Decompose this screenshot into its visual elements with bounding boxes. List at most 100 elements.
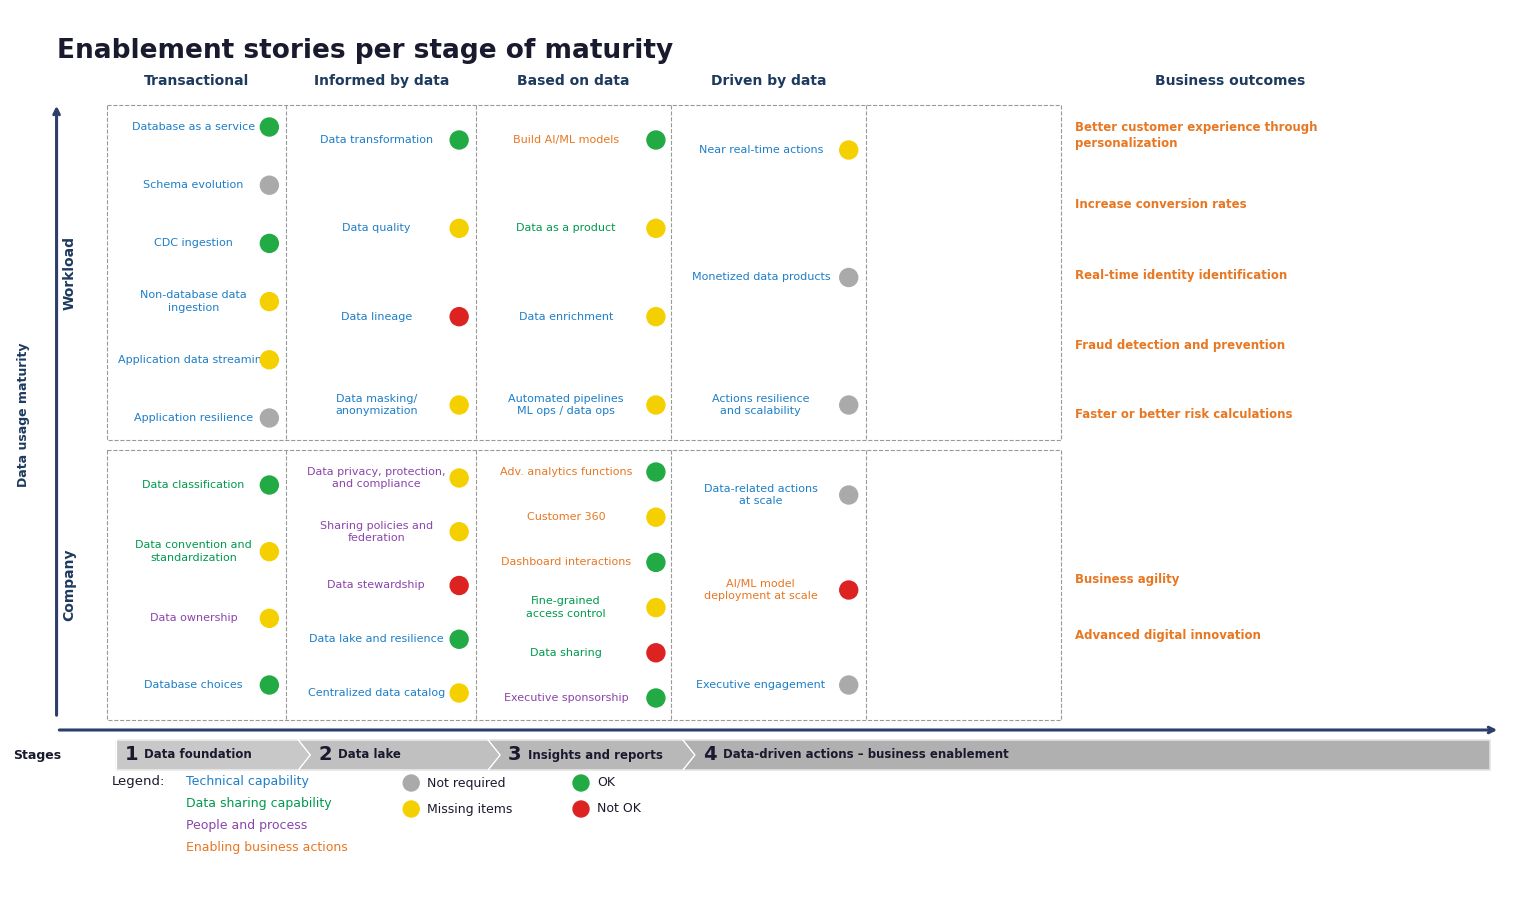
Circle shape <box>260 351 278 369</box>
Text: Real-time identity identification: Real-time identity identification <box>1075 269 1287 281</box>
Circle shape <box>647 396 665 414</box>
Text: Not OK: Not OK <box>598 803 641 815</box>
Circle shape <box>840 396 857 414</box>
Text: Data lake and resilience: Data lake and resilience <box>309 634 444 644</box>
Text: Enabling business actions: Enabling business actions <box>186 841 349 854</box>
Text: Data masking/
anonymization: Data masking/ anonymization <box>335 394 418 416</box>
Circle shape <box>260 476 278 494</box>
Text: Enablement stories per stage of maturity: Enablement stories per stage of maturity <box>57 38 673 64</box>
Polygon shape <box>488 740 694 770</box>
Text: Data transformation: Data transformation <box>319 135 433 145</box>
Circle shape <box>260 293 278 311</box>
Text: Automated pipelines
ML ops / data ops: Automated pipelines ML ops / data ops <box>508 394 624 416</box>
Circle shape <box>840 676 857 694</box>
Text: Dashboard interactions: Dashboard interactions <box>501 558 631 568</box>
Text: OK: OK <box>598 777 614 789</box>
Text: Business outcomes: Business outcomes <box>1155 74 1306 88</box>
Circle shape <box>450 219 468 237</box>
Text: Technical capability: Technical capability <box>186 775 309 788</box>
Circle shape <box>260 176 278 194</box>
Text: Workload: Workload <box>63 235 77 310</box>
Circle shape <box>647 308 665 326</box>
Circle shape <box>450 396 468 414</box>
Circle shape <box>450 308 468 326</box>
Bar <box>106 105 1060 440</box>
Circle shape <box>647 689 665 707</box>
Text: Actions resilience
and scalability: Actions resilience and scalability <box>713 394 809 416</box>
Text: Customer 360: Customer 360 <box>527 512 605 523</box>
Circle shape <box>450 469 468 487</box>
Text: Based on data: Based on data <box>518 74 630 88</box>
Text: Data sharing: Data sharing <box>530 647 602 658</box>
Text: Data usage maturity: Data usage maturity <box>17 343 31 488</box>
Text: Schema evolution: Schema evolution <box>143 180 244 190</box>
Text: Data lake: Data lake <box>338 749 401 762</box>
Circle shape <box>647 553 665 571</box>
Circle shape <box>573 801 588 817</box>
Circle shape <box>402 801 419 817</box>
Circle shape <box>450 684 468 702</box>
Text: 3: 3 <box>508 745 522 764</box>
Circle shape <box>450 630 468 648</box>
Text: Executive engagement: Executive engagement <box>696 680 825 690</box>
Circle shape <box>573 775 588 791</box>
Text: Legend:: Legend: <box>112 775 164 788</box>
Circle shape <box>450 523 468 541</box>
Text: 2: 2 <box>318 745 332 764</box>
Text: Increase conversion rates: Increase conversion rates <box>1075 198 1247 212</box>
Circle shape <box>450 131 468 149</box>
Text: Non-database data
ingestion: Non-database data ingestion <box>140 290 247 313</box>
Text: CDC ingestion: CDC ingestion <box>154 238 233 249</box>
Circle shape <box>260 610 278 628</box>
Circle shape <box>647 644 665 662</box>
Polygon shape <box>684 740 1490 770</box>
Text: Driven by data: Driven by data <box>711 74 826 88</box>
Text: Database as a service: Database as a service <box>132 122 255 132</box>
Text: Not required: Not required <box>427 777 505 789</box>
Polygon shape <box>298 740 501 770</box>
Text: 1: 1 <box>124 745 138 764</box>
Text: Data-related actions
at scale: Data-related actions at scale <box>703 484 817 506</box>
Circle shape <box>840 486 857 504</box>
Text: Build AI/ML models: Build AI/ML models <box>513 135 619 145</box>
Circle shape <box>647 508 665 526</box>
Text: Data as a product: Data as a product <box>516 224 616 233</box>
Text: Near real-time actions: Near real-time actions <box>699 145 823 155</box>
Text: Data privacy, protection,
and compliance: Data privacy, protection, and compliance <box>307 467 445 489</box>
Text: Company: Company <box>63 549 77 621</box>
Circle shape <box>647 463 665 481</box>
Text: Fine-grained
access control: Fine-grained access control <box>527 596 605 619</box>
Text: Application data streaming: Application data streaming <box>118 355 269 365</box>
Circle shape <box>840 581 857 599</box>
Circle shape <box>840 141 857 159</box>
Circle shape <box>260 118 278 136</box>
Text: Application resilience: Application resilience <box>134 413 253 423</box>
Text: Sharing policies and
federation: Sharing policies and federation <box>319 521 433 543</box>
Text: Data quality: Data quality <box>343 224 410 233</box>
Circle shape <box>647 131 665 149</box>
Polygon shape <box>117 740 310 770</box>
Text: Insights and reports: Insights and reports <box>528 749 664 762</box>
Circle shape <box>402 775 419 791</box>
Text: Data ownership: Data ownership <box>149 613 237 623</box>
Text: Stages: Stages <box>14 749 61 762</box>
Circle shape <box>647 219 665 237</box>
Text: Faster or better risk calculations: Faster or better risk calculations <box>1075 409 1293 421</box>
Text: Data classification: Data classification <box>143 480 244 490</box>
Circle shape <box>450 577 468 594</box>
Text: Centralized data catalog: Centralized data catalog <box>307 688 445 698</box>
Text: Adv. analytics functions: Adv. analytics functions <box>499 467 633 477</box>
Text: Informed by data: Informed by data <box>313 74 449 88</box>
Circle shape <box>260 676 278 694</box>
Circle shape <box>260 542 278 560</box>
Text: Transactional: Transactional <box>144 74 249 88</box>
Text: Executive sponsorship: Executive sponsorship <box>504 693 628 703</box>
Text: Data stewardship: Data stewardship <box>327 580 425 591</box>
Text: Data-driven actions – business enablement: Data-driven actions – business enablemen… <box>723 749 1009 762</box>
Text: Data convention and
standardization: Data convention and standardization <box>135 541 252 563</box>
Text: Data sharing capability: Data sharing capability <box>186 797 332 810</box>
Text: AI/ML model
deployment at scale: AI/ML model deployment at scale <box>703 579 817 601</box>
Text: People and process: People and process <box>186 819 307 832</box>
Text: Data foundation: Data foundation <box>144 749 252 762</box>
Text: Better customer experience through
personalization: Better customer experience through perso… <box>1075 120 1318 149</box>
